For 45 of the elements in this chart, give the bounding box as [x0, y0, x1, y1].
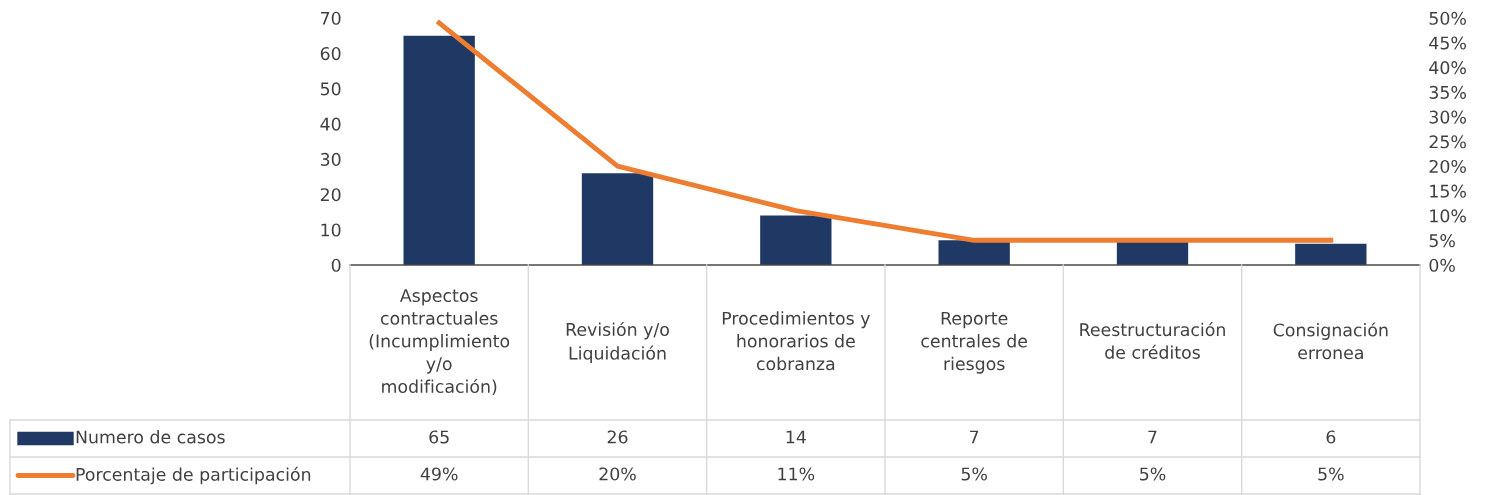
bar [581, 173, 654, 265]
data-label: 14 [786, 430, 806, 444]
y-tick-label: 10 [321, 223, 341, 237]
y2-tick-label: 30% [1429, 110, 1466, 124]
y2-tick-label: 5% [1429, 234, 1455, 248]
y-tick-label: 70 [321, 11, 341, 25]
x-tick-label: Consignación erronea [1273, 322, 1388, 360]
y2-tick-label: 45% [1429, 36, 1466, 50]
y2-tick-label: 0% [1429, 258, 1455, 272]
y-tick-label: 30 [320, 152, 341, 166]
data-label: 49% [420, 467, 458, 481]
data-label: 5% [1140, 467, 1166, 481]
data-label: 7 [970, 430, 979, 444]
data-label: 6 [1326, 430, 1336, 444]
data-label: 26 [607, 430, 628, 444]
line-series [436, 20, 1334, 243]
y2-tick-label: 50% [1429, 11, 1466, 25]
y-tick-label: 50 [320, 82, 341, 96]
data-label: 7 [1148, 430, 1157, 444]
y2-tick-label: 10% [1430, 209, 1466, 223]
data-label: 11% [778, 467, 815, 481]
bar [403, 35, 475, 265]
data-label: 20% [599, 467, 636, 481]
y2-tick-label: 20% [1429, 159, 1466, 174]
x-tick-label: Reestructuración de créditos [1080, 322, 1225, 359]
x-tick-label: Revisión y/o Liquidación [566, 321, 669, 364]
legend-label: Porcentaje de participación [76, 466, 311, 485]
y2-tick-label: 35% [1429, 85, 1466, 99]
y-tick-label: 0 [331, 258, 341, 272]
data-label: 5% [1318, 467, 1344, 481]
legend-label: Numero de casos [76, 430, 225, 444]
y-tick-label: 60 [320, 47, 341, 61]
y2-tick-label: 25% [1429, 135, 1466, 149]
bar [938, 240, 1010, 265]
x-tick-label: Aspectos contractuales (Incumplimiento y/o modificación) [369, 289, 510, 396]
y2-tick-label: 15% [1430, 184, 1466, 198]
bar [1295, 243, 1367, 265]
y2-tick-label: 40% [1429, 61, 1466, 75]
bar [760, 215, 832, 265]
y-tick-label: 20 [320, 188, 341, 202]
data-label: 65 [429, 430, 449, 444]
y-tick-label: 40 [320, 117, 341, 131]
x-tick-label: Reporte centrales de riesgos [921, 311, 1028, 374]
data-label: 5% [961, 467, 987, 481]
x-tick-label: Procedimientos y honorarios de cobranza [722, 311, 870, 371]
